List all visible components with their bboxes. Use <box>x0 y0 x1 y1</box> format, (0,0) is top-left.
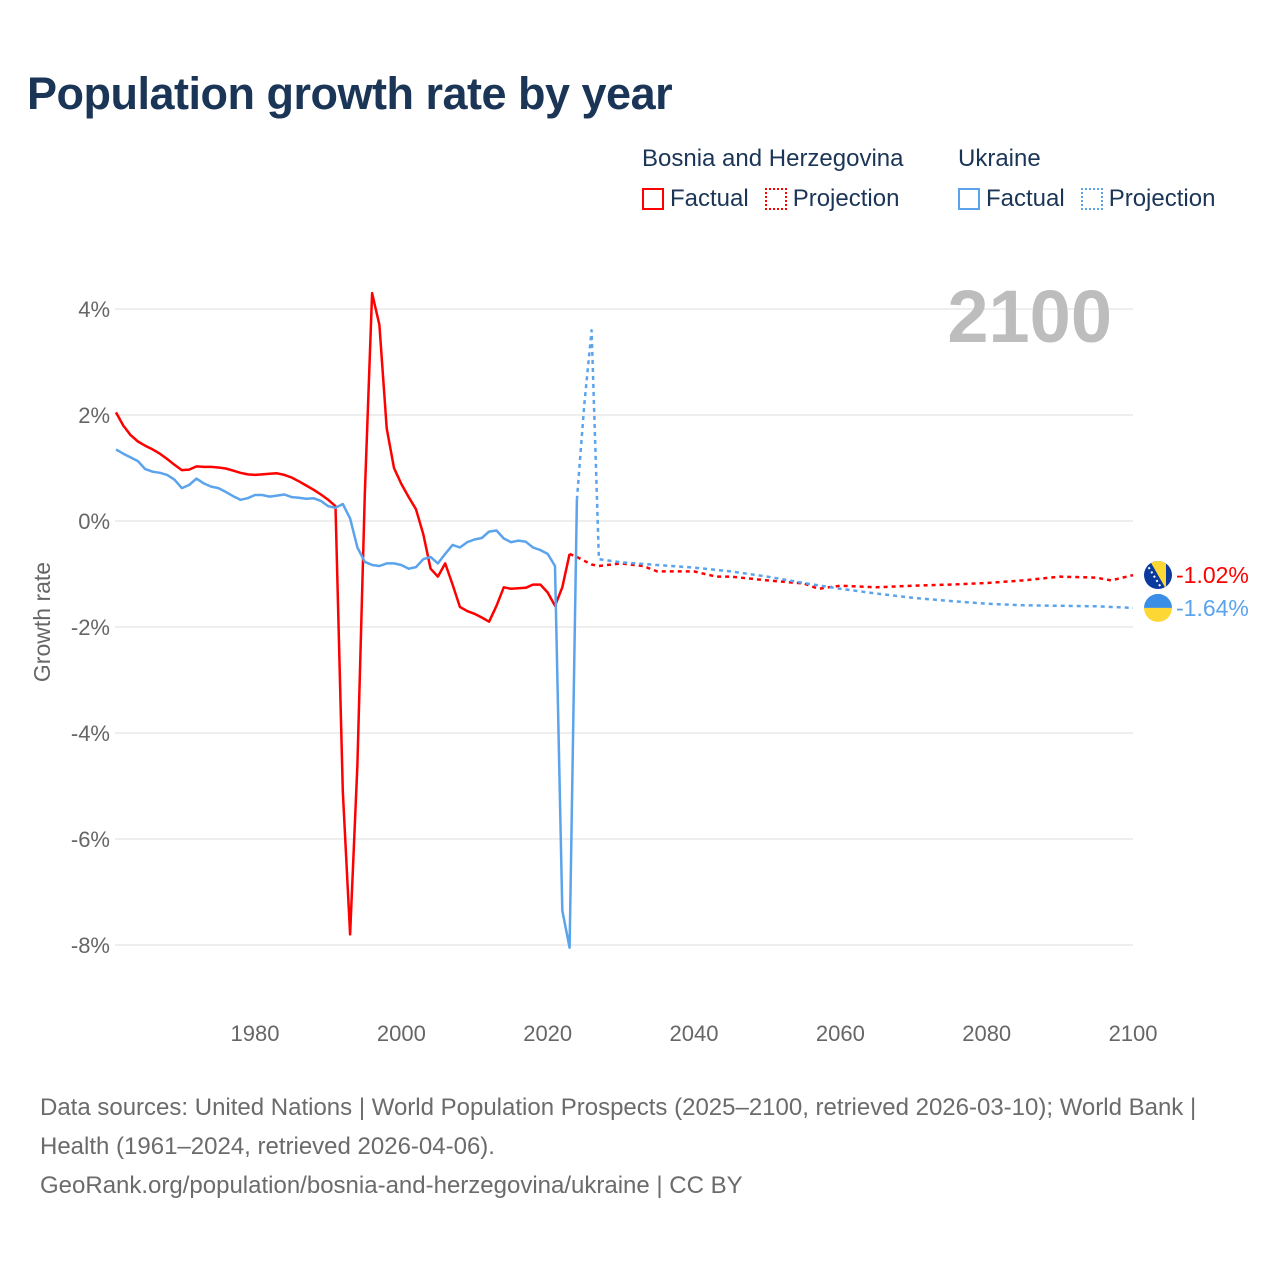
x-tick-label: 2020 <box>523 1021 572 1046</box>
chart-title: Population growth rate by year <box>27 68 673 119</box>
flag-yellow <box>1144 607 1172 622</box>
x-tick-label: 1980 <box>231 1021 280 1046</box>
source-link[interactable]: GeoRank.org/population/bosnia-and-herzeg… <box>40 1172 743 1199</box>
data-sources: Data sources: United Nations | World Pop… <box>40 1094 1197 1160</box>
legend-group-name: Ukraine <box>958 145 1041 172</box>
bosnia-flag-icon <box>1144 561 1172 590</box>
x-tick-label: 2100 <box>1109 1021 1158 1046</box>
x-tick-label: 2040 <box>670 1021 719 1046</box>
legend-swatch-solid <box>642 188 664 210</box>
legend-swatch-dotted <box>1080 188 1103 210</box>
flag-blue <box>1144 593 1172 608</box>
legend-label: Factual <box>986 185 1065 212</box>
x-tick-label: 2060 <box>816 1021 865 1046</box>
x-tick-label: 2080 <box>962 1021 1011 1046</box>
legend-item-bosnia-projection[interactable]: Projection <box>764 185 900 213</box>
legend-group-ukraine: Ukraine Factual Projection <box>958 145 1215 213</box>
bosnia-end-label: -1.02% <box>1176 562 1249 588</box>
x-tick-label: 2000 <box>377 1021 426 1046</box>
legend-swatch-dotted <box>764 188 787 210</box>
ukraine-flag-icon <box>1144 593 1172 622</box>
legend-label: Factual <box>670 185 749 212</box>
legend-swatch-solid <box>958 188 980 210</box>
y-axis-label: Growth rate <box>29 562 55 682</box>
legend-group-bosnia: Bosnia and Herzegovina Factual Projectio… <box>642 145 904 213</box>
bosnia-projection-line <box>569 552 1134 591</box>
legend-label: Projection <box>792 185 900 212</box>
y-tick-label: -2% <box>71 615 110 640</box>
legend-item-bosnia-factual[interactable]: Factual <box>642 185 749 213</box>
y-tick-label: -6% <box>71 827 110 852</box>
year-watermark: 2100 <box>947 275 1112 358</box>
legend-group-name: Bosnia and Herzegovina <box>642 145 904 172</box>
y-tick-label: -8% <box>71 933 110 958</box>
legend-item-ukraine-projection[interactable]: Projection <box>1080 185 1216 213</box>
legend-item-ukraine-factual[interactable]: Factual <box>958 185 1065 213</box>
y-tick-label: 4% <box>78 297 110 322</box>
ukraine-projection-line <box>575 328 1134 610</box>
bosnia-factual-line <box>114 291 571 936</box>
flag-stars <box>1145 562 1163 590</box>
y-tick-label: -4% <box>71 721 110 746</box>
footer: Data sources: United Nations | World Pop… <box>40 1088 1240 1205</box>
ukraine-factual-line <box>115 448 579 949</box>
legend-label: Projection <box>1108 185 1216 212</box>
y-tick-label: 2% <box>78 403 110 428</box>
y-tick-label: 0% <box>78 509 110 534</box>
ukraine-end-label: -1.64% <box>1176 595 1249 621</box>
flag-triangle <box>1150 561 1166 590</box>
